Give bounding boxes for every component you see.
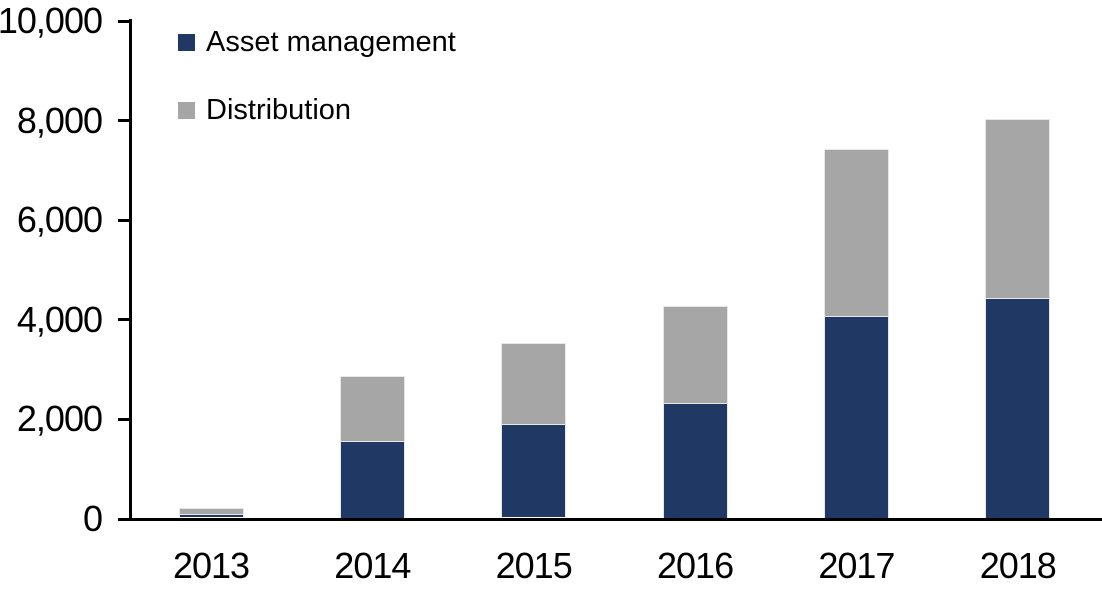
y-axis-tick — [118, 318, 130, 322]
x-axis-line — [118, 517, 1102, 521]
bar-segment-distribution-2014 — [339, 375, 405, 442]
y-axis-tick-label: 10,000 — [0, 0, 103, 41]
x-axis-label-2017: 2017 — [818, 545, 895, 586]
bar-segment-distribution-2017 — [823, 149, 889, 317]
bar-segment-asset-management-2015 — [501, 423, 567, 518]
bar-segment-distribution-2018 — [985, 119, 1051, 298]
legend-label-distribution: Distribution — [206, 94, 352, 126]
bar-segment-distribution-2013 — [178, 508, 244, 514]
x-axis-label-2016: 2016 — [657, 545, 734, 586]
legend-label-asset-management: Asset management — [206, 26, 456, 58]
legend-swatch-asset-management — [178, 33, 195, 51]
legend: Asset management Distribution — [178, 22, 456, 158]
legend-swatch-distribution — [178, 101, 195, 119]
y-axis-tick-label: 6,000 — [16, 199, 103, 241]
y-axis-line — [129, 19, 132, 521]
bar-segment-asset-management-2018 — [985, 297, 1051, 518]
bar-segment-asset-management-2014 — [339, 441, 405, 518]
y-axis-tick-label: 2,000 — [16, 398, 103, 440]
x-axis-label-2015: 2015 — [495, 545, 573, 586]
bar-segment-distribution-2015 — [501, 343, 567, 424]
y-axis-tick-label: 0 — [82, 498, 103, 539]
bar-2018 — [985, 119, 1051, 518]
x-axis-label-2013: 2013 — [172, 545, 250, 586]
bar-2015 — [501, 343, 567, 518]
y-axis-tick — [118, 119, 130, 123]
y-axis-tick — [118, 19, 130, 23]
y-axis-tick — [118, 218, 130, 222]
legend-item-asset-management: Asset management — [178, 22, 456, 62]
y-axis-tick — [118, 417, 130, 421]
legend-item-distribution: Distribution — [178, 90, 456, 130]
x-axis-label-2014: 2014 — [334, 545, 411, 586]
bar-2017 — [823, 149, 889, 518]
bar-2013 — [178, 508, 244, 518]
bar-segment-asset-management-2017 — [823, 316, 889, 518]
bar-2014 — [339, 375, 405, 518]
bar-segment-asset-management-2013 — [178, 513, 244, 518]
x-axis-label-2018: 2018 — [979, 545, 1057, 586]
bar-segment-distribution-2016 — [662, 305, 728, 403]
y-axis-tick-label: 4,000 — [16, 298, 103, 340]
bar-segment-asset-management-2016 — [662, 402, 728, 518]
bar-2016 — [662, 305, 728, 518]
y-axis-tick-label: 8,000 — [16, 99, 103, 141]
